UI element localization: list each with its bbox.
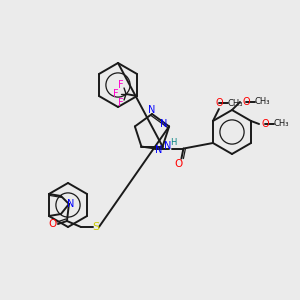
- Text: N: N: [164, 141, 171, 151]
- Text: F: F: [118, 98, 124, 108]
- Text: N: N: [160, 119, 168, 129]
- Text: CH₃: CH₃: [273, 119, 289, 128]
- Text: O: O: [242, 97, 250, 107]
- Text: O: O: [215, 98, 223, 108]
- Text: F: F: [113, 89, 119, 99]
- Text: N: N: [155, 145, 162, 154]
- Text: F: F: [118, 80, 124, 90]
- Text: S: S: [92, 222, 100, 232]
- Text: N: N: [67, 199, 75, 209]
- Text: O: O: [174, 159, 182, 169]
- Text: H: H: [170, 138, 177, 147]
- Text: CH₃: CH₃: [227, 98, 243, 107]
- Text: O: O: [49, 219, 57, 229]
- Text: CH₃: CH₃: [254, 98, 270, 106]
- Text: N: N: [148, 105, 156, 115]
- Text: O: O: [261, 119, 269, 129]
